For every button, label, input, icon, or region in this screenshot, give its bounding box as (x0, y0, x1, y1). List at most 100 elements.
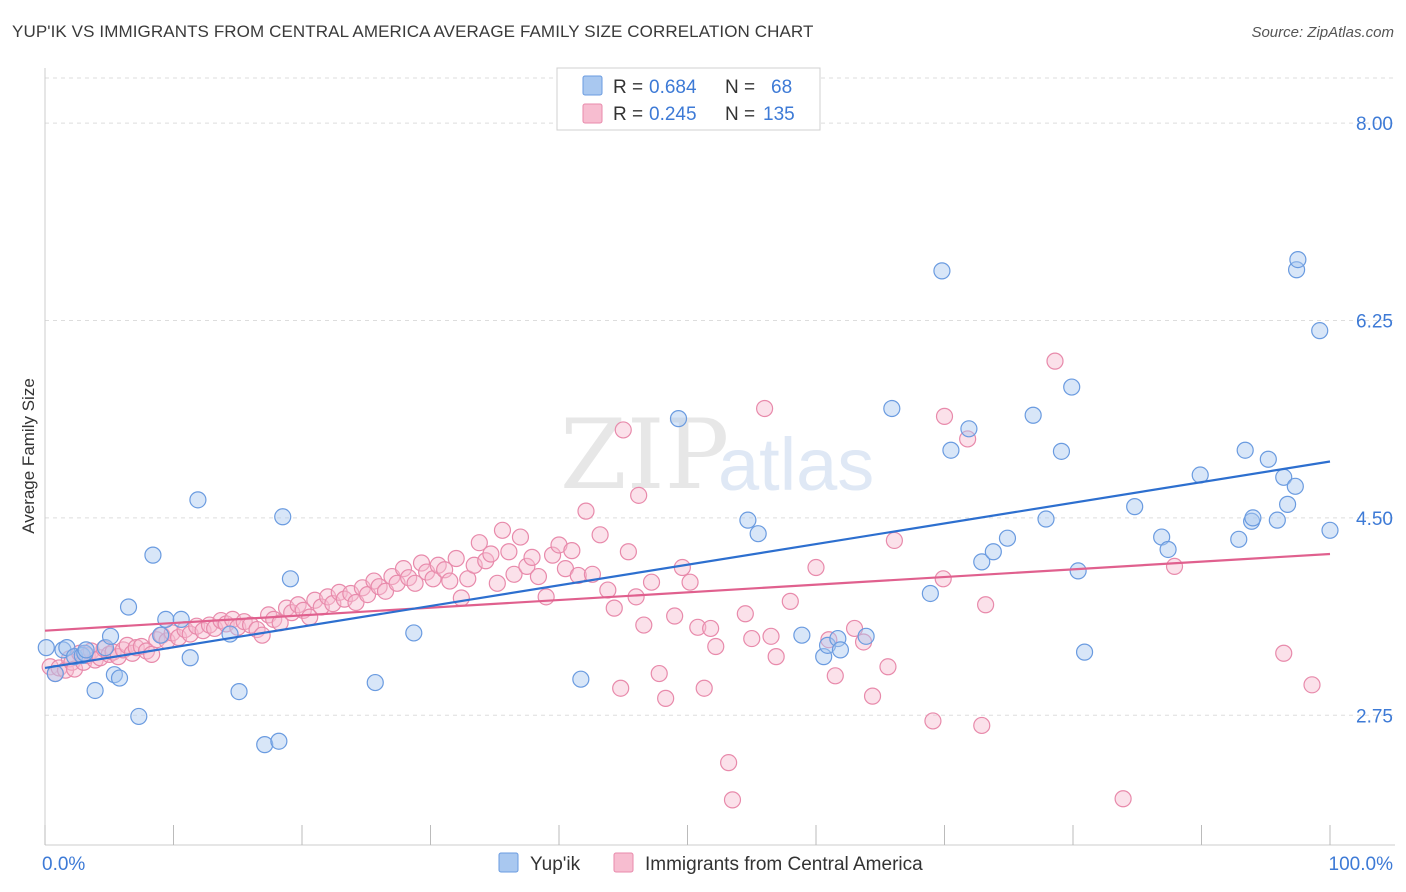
immigrants-point (627, 588, 645, 606)
legend-r-label: R = (613, 104, 643, 125)
immigrants-point (689, 618, 707, 636)
watermark-zip: ZIP (560, 399, 729, 511)
yupik-point (119, 598, 138, 616)
yupik-point (256, 736, 274, 754)
trend-lines (44, 460, 1331, 669)
legend-swatch-immigrants (582, 103, 603, 124)
bottom-legend-label-immigrants: Immigrants from Central America (645, 854, 923, 875)
yupik-point (37, 639, 55, 657)
yupik-point (230, 682, 248, 701)
immigrants-point (482, 545, 500, 563)
immigrants-point (619, 543, 637, 561)
yupik-point (144, 546, 162, 564)
yupik-point (157, 610, 175, 629)
immigrants-point (253, 626, 271, 644)
yupik-point (172, 610, 190, 629)
immigrants-point (488, 574, 506, 592)
yupik-point (739, 511, 757, 529)
yupik-point (86, 681, 104, 700)
legend-r-value: 0.684 (649, 77, 697, 98)
immigrants-point (612, 679, 630, 697)
immigrants-point (505, 565, 523, 583)
chart-title: YUP'IK VS IMMIGRANTS FROM CENTRAL AMERIC… (12, 22, 814, 41)
immigrants-point (394, 560, 413, 578)
yupik-point (831, 641, 850, 659)
immigrants-point (529, 567, 548, 586)
immigrants-point (65, 660, 84, 678)
immigrants-point (1046, 352, 1064, 370)
yupik-point (101, 627, 120, 645)
yupik-point (96, 639, 114, 657)
y-tick-label: 2.75 (1356, 706, 1393, 727)
legend-n-label: N = (725, 104, 755, 125)
immigrants-point (1165, 557, 1184, 575)
y-tick-label: 4.50 (1356, 509, 1393, 530)
immigrants-point (723, 791, 742, 809)
immigrants-point (781, 592, 799, 610)
yupik-point (189, 491, 207, 509)
immigrants-point (500, 543, 518, 561)
immigrants-point (681, 573, 699, 591)
immigrants-point (518, 557, 536, 575)
yupik-point (1278, 495, 1297, 513)
trend-line-immigrants (44, 552, 1331, 632)
yupik-point (1069, 562, 1087, 580)
y-axis-label: Average Family Size (19, 378, 38, 534)
yupik-point (1037, 510, 1055, 528)
yupik-point (1286, 477, 1304, 495)
yupik-point (1230, 530, 1248, 548)
yupik-point (1236, 441, 1254, 459)
yupik-point (998, 529, 1017, 547)
immigrants-point (973, 716, 991, 735)
immigrants-point (736, 605, 754, 623)
immigrants-point (879, 658, 897, 676)
immigrants-point (1275, 644, 1293, 662)
legend-r-value: 0.245 (649, 104, 697, 125)
immigrants-point (470, 534, 488, 552)
bottom-legend-swatch-yupik (498, 852, 519, 873)
watermark-atlas: atlas (718, 423, 874, 506)
yupik-point (921, 584, 939, 603)
yupik-point (669, 410, 688, 428)
x-tick-labels: 0.0% 100.0% (42, 854, 1393, 875)
immigrants-point (755, 399, 774, 418)
immigrants-point (436, 561, 454, 579)
yupik-point (960, 420, 978, 438)
immigrants-point (743, 629, 761, 648)
chart-source: Source: ZipAtlas.com (1251, 24, 1394, 41)
yupik-point (1075, 643, 1094, 661)
immigrants-point (702, 619, 720, 638)
immigrants-point (569, 566, 587, 585)
immigrants-point (406, 574, 424, 592)
yupik-point (1063, 378, 1081, 396)
immigrants-point (657, 689, 675, 707)
immigrants-point (493, 521, 512, 539)
yupik-point (942, 441, 960, 459)
immigrants-point (826, 667, 844, 685)
x-tick-label: 100.0% (1329, 854, 1394, 875)
immigrants-point (630, 486, 648, 504)
y-tick-label: 6.25 (1356, 312, 1393, 333)
immigrants-point (563, 542, 581, 560)
yupik-point (984, 543, 1002, 561)
axes (44, 68, 1395, 846)
immigrants-point (577, 502, 595, 520)
yupik-point (405, 624, 423, 642)
yupik-point (270, 732, 288, 750)
yupik-point (281, 570, 300, 588)
bottom-legend: Yup'ik Immigrants from Central America (498, 852, 923, 875)
yupik-point (181, 649, 199, 667)
immigrants-point (591, 526, 609, 544)
yupik-point (883, 399, 901, 418)
immigrants-point (807, 558, 825, 577)
yupik-point (749, 525, 767, 543)
immigrants-point (863, 687, 882, 705)
immigrants-point (720, 754, 738, 772)
yupik-point (77, 641, 95, 659)
yupik-point (1244, 509, 1262, 527)
immigrants-point (977, 596, 995, 614)
yupik-point (857, 627, 875, 645)
immigrants-point (762, 627, 780, 645)
yupik-point (274, 508, 292, 526)
